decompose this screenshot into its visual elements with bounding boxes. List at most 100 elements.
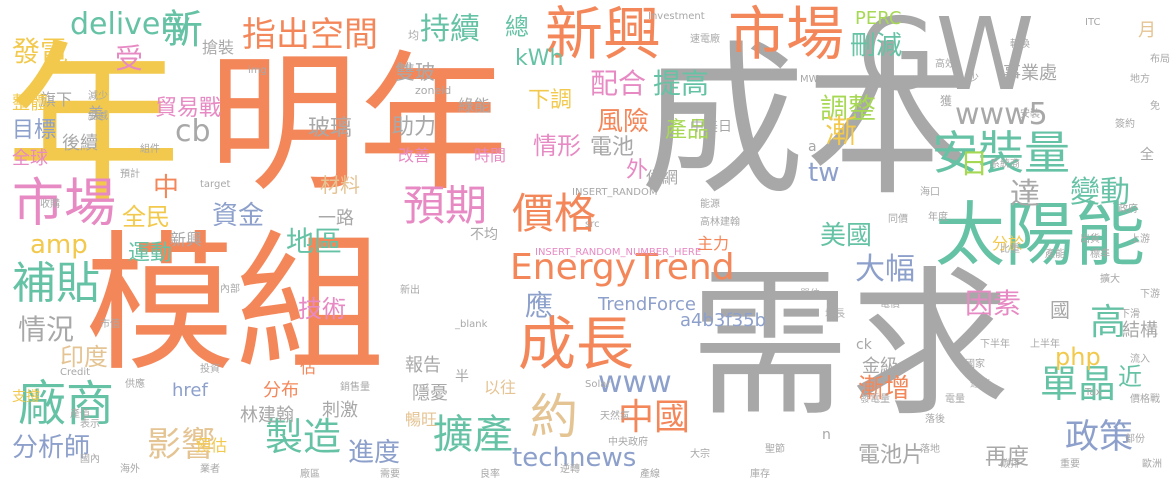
cloud-word: 海外 xyxy=(120,464,140,475)
cloud-word: 預估 xyxy=(195,436,228,455)
cloud-word: 市值 xyxy=(100,319,120,330)
cloud-word: 主力 xyxy=(697,234,730,253)
cloud-word: 情形 xyxy=(533,132,581,160)
cloud-word: a xyxy=(808,139,817,155)
cloud-word: 配合 xyxy=(590,67,647,100)
cloud-word: 產能 xyxy=(1045,249,1065,260)
cloud-word: 調整 xyxy=(820,92,877,125)
cloud-word: 刪減 xyxy=(850,31,903,61)
cloud-word: 單晶 xyxy=(1040,362,1117,406)
cloud-word: 布局 xyxy=(1150,54,1170,65)
cloud-word: delivery xyxy=(70,7,191,42)
cloud-word: 上半年 xyxy=(1030,339,1060,350)
cloud-word: 天然氣 xyxy=(600,411,630,422)
cloud-word: 全球 xyxy=(12,148,48,169)
cloud-word: 廠區 xyxy=(300,469,320,480)
cloud-word: 新興 xyxy=(170,230,203,249)
cloud-word: 月 xyxy=(1138,20,1156,41)
cloud-word: ITC xyxy=(1085,17,1101,28)
cloud-word: 太陽能 xyxy=(935,194,1145,276)
cloud-word: 成長 xyxy=(518,310,635,378)
cloud-word: 綠能 xyxy=(458,96,491,115)
cloud-word: 約 xyxy=(530,389,579,445)
cloud-word: 年 xyxy=(6,26,181,229)
cloud-word: MW xyxy=(800,74,819,85)
cloud-word: Solar xyxy=(585,379,611,390)
cloud-word: 目標 xyxy=(12,118,57,143)
cloud-word: 縮減 xyxy=(88,111,108,122)
cloud-word: 再度 xyxy=(985,445,1030,470)
cloud-word: 發電量 xyxy=(860,394,890,405)
cloud-word: 新興 xyxy=(545,0,662,68)
cloud-word: 地方 xyxy=(1130,74,1150,85)
cloud-word: 庫存 xyxy=(750,469,770,480)
cloud-word: 國 xyxy=(1050,298,1070,322)
cloud-word: 風險 xyxy=(597,107,650,137)
cloud-word: 指出空間 xyxy=(242,15,378,55)
cloud-word: 進度 xyxy=(348,438,401,468)
cloud-word: 漸 xyxy=(825,112,858,150)
cloud-word: 表示 xyxy=(80,419,100,430)
cloud-word: 以往 xyxy=(484,378,517,397)
cloud-word: 刺激 xyxy=(322,400,358,421)
cloud-word: 高林建翰 xyxy=(700,217,740,228)
cloud-word: 市場 xyxy=(728,0,845,68)
cloud-word: 年度 xyxy=(928,212,948,223)
cloud-word: 變動 xyxy=(1070,175,1130,210)
cloud-word: 貿易戰 xyxy=(155,96,222,121)
cloud-word: 提高 xyxy=(653,67,710,100)
cloud-word: GW xyxy=(858,0,1035,113)
cloud-word: ck xyxy=(856,337,872,353)
cloud-word: 情況 xyxy=(18,313,75,346)
cloud-word: 分析師 xyxy=(12,433,91,463)
cloud-word: technews xyxy=(512,443,637,473)
cloud-word: 逆轉 xyxy=(560,464,580,475)
cloud-word: 少 xyxy=(968,71,979,84)
cloud-word: 印度 xyxy=(60,343,108,371)
cloud-word: 結構 xyxy=(1122,320,1158,341)
cloud-word: 廠商 xyxy=(18,376,115,432)
cloud-word: 市場 xyxy=(12,174,117,234)
cloud-word: 電量 xyxy=(945,394,965,405)
cloud-word: 高效 xyxy=(935,59,955,70)
cloud-word: 改善 xyxy=(398,146,431,165)
cloud-word: 暢旺 xyxy=(405,410,438,429)
cloud-word: INSERT_RANDOM xyxy=(572,187,658,198)
cloud-word: PERC xyxy=(855,8,902,29)
cloud-word: 中美日 xyxy=(690,119,732,135)
cloud-word: 一路 xyxy=(318,208,354,229)
cloud-word: 新 xyxy=(163,7,203,53)
cloud-word: cb xyxy=(175,114,211,149)
cloud-word: n xyxy=(822,427,831,443)
cloud-word: 半 xyxy=(455,369,469,385)
cloud-word: 中央政府 xyxy=(608,437,648,448)
cloud-word: 國內 xyxy=(80,454,100,465)
cloud-word: 業者 xyxy=(200,464,220,475)
cloud-word: 明年 xyxy=(208,38,509,212)
cloud-word: 發電 xyxy=(12,35,69,68)
cloud-word: 雙玻 xyxy=(395,60,435,84)
cloud-word: amp xyxy=(30,230,88,260)
cloud-word: 投資 xyxy=(200,364,220,375)
cloud-word: 報告 xyxy=(405,355,441,376)
cloud-word: 銷售量 xyxy=(340,382,370,393)
cloud-word: 落地 xyxy=(920,444,940,455)
cloud-word: 預計 xyxy=(120,169,140,180)
cloud-word: 產品 xyxy=(665,118,710,143)
cloud-word: 全 xyxy=(1140,147,1154,163)
cloud-word: 資金 xyxy=(212,201,265,231)
cloud-word: Tax xyxy=(1085,387,1102,398)
cloud-word: 大幅 xyxy=(855,252,915,287)
cloud-word: tw xyxy=(808,158,840,188)
cloud-word: zoneid xyxy=(415,84,452,97)
cloud-word: Credit xyxy=(60,367,91,378)
cloud-word: 聖節 xyxy=(765,444,785,455)
cloud-word: 供應 xyxy=(125,379,145,390)
cloud-word: 獲 xyxy=(940,94,953,108)
cloud-word: 美 xyxy=(88,104,105,123)
cloud-word: 擴大 xyxy=(1100,274,1120,285)
cloud-word: 總 xyxy=(505,13,529,41)
cloud-word: 下調 xyxy=(528,88,573,113)
cloud-word: 分布 xyxy=(263,380,299,401)
